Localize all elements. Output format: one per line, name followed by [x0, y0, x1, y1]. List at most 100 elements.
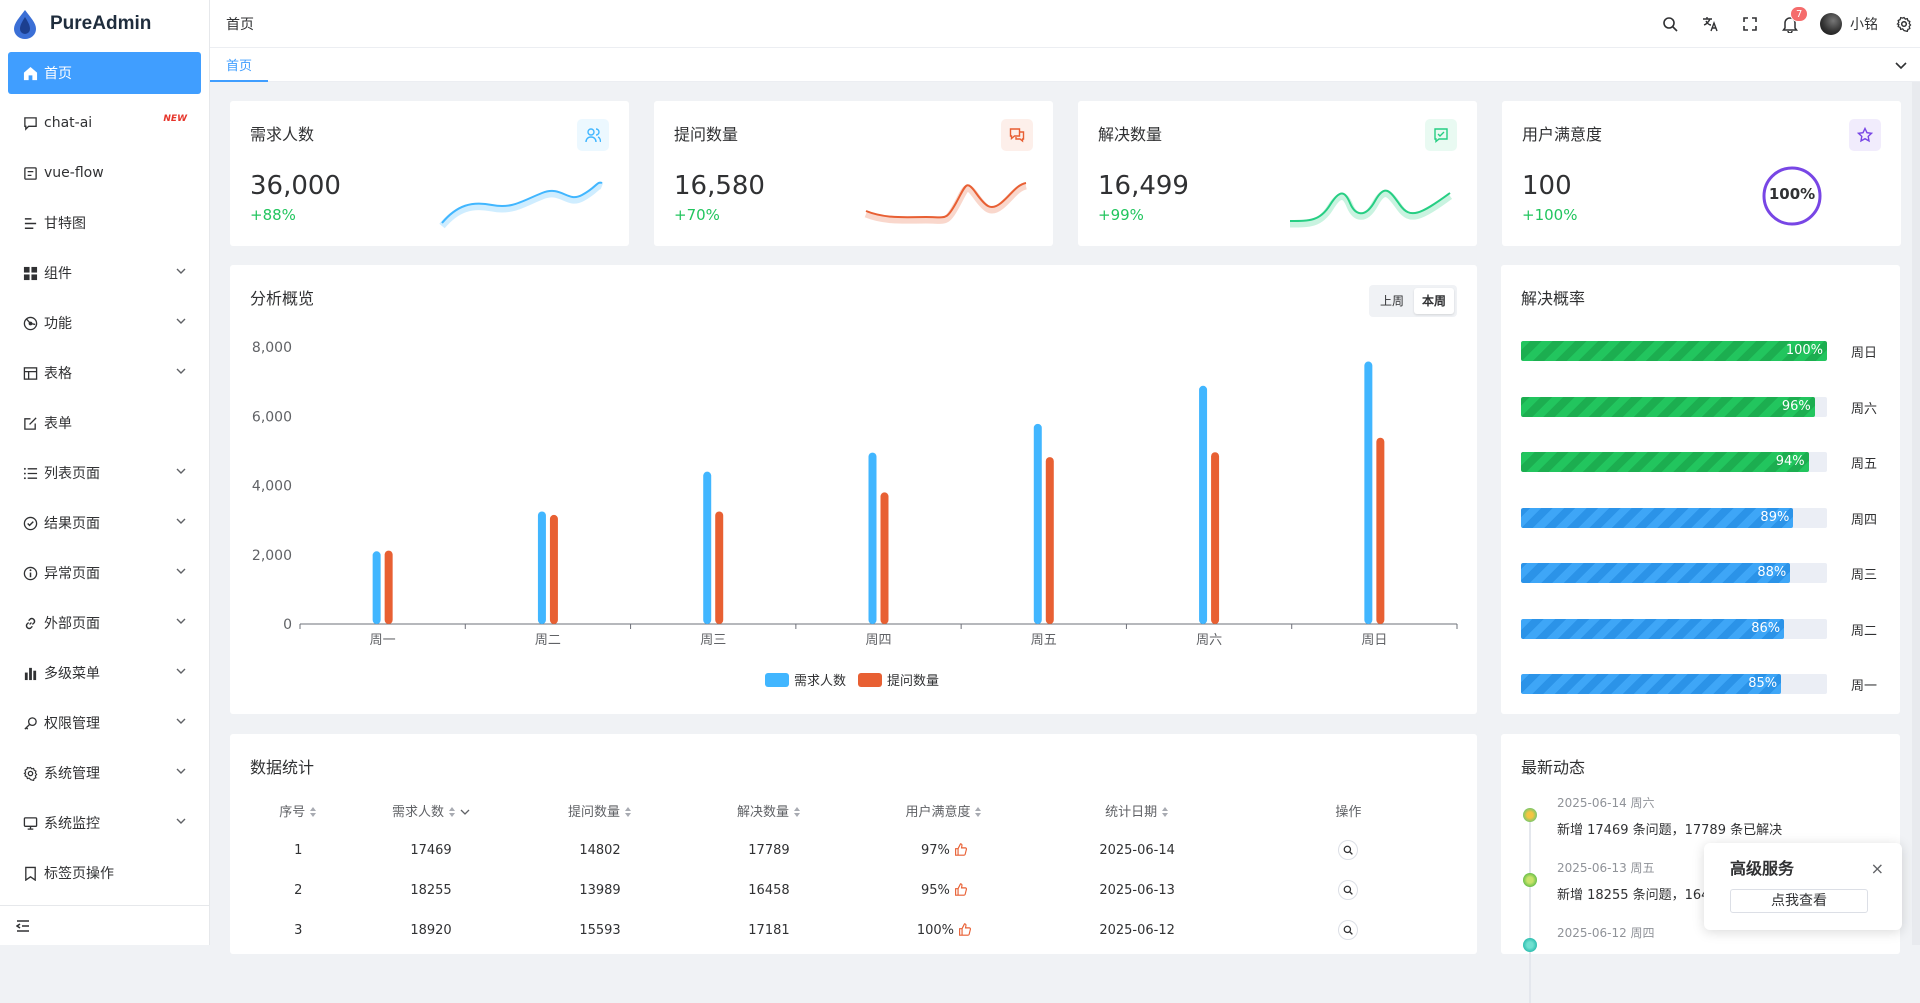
data-stats-card: 数据统计 序号 需求人数 提问数量 解决数量 用户满意度 统计日期 操作 1 17469 148…: [230, 734, 1477, 954]
data-stats-title: 数据统计: [250, 758, 315, 777]
sort-icon[interactable]: [309, 806, 317, 818]
solve-rate-row: 94% 周五: [1521, 452, 1880, 472]
sidebar-item-9[interactable]: 结果页面: [8, 502, 201, 544]
table-icon: [22, 365, 38, 381]
translate-button[interactable]: [1690, 0, 1730, 48]
users-icon: [577, 119, 609, 151]
day-label: 周一: [1851, 679, 1878, 694]
progress-track: 89%: [1521, 507, 1827, 528]
stat-card: 用户满意度 100 +100% 100%: [1502, 101, 1901, 246]
popup-title: 高级服务: [1730, 859, 1795, 878]
satisfaction-ring-label: 100%: [1768, 185, 1816, 203]
bar-questions: [880, 492, 889, 624]
legend-swatch: [765, 673, 789, 687]
logo[interactable]: PureAdmin: [0, 0, 209, 48]
sidebar-item-label: 功能: [44, 316, 72, 332]
popup-view-button[interactable]: 点我查看: [1730, 889, 1868, 913]
sidebar-item-10[interactable]: 异常页面: [8, 552, 201, 594]
sort-icon[interactable]: [624, 806, 632, 818]
sidebar-item-7[interactable]: 表单: [8, 402, 201, 444]
table-row: 2 18255 13989 16458 95% 2025-06-13: [250, 870, 1457, 910]
user-menu[interactable]: 小铭: [1810, 13, 1888, 35]
x-tick-label: 周二: [535, 633, 561, 648]
solve-rate-row: 86% 周二: [1521, 618, 1880, 639]
fullscreen-button[interactable]: [1730, 0, 1770, 48]
sidebar-item-8[interactable]: 列表页面: [8, 452, 201, 494]
sort-icon[interactable]: [448, 806, 456, 818]
search-button[interactable]: [1650, 0, 1690, 48]
chevron-down-icon: [175, 615, 187, 631]
x-tick-label: 周日: [1361, 633, 1387, 648]
sidebar-item-11[interactable]: 外部页面: [8, 602, 201, 644]
table-cell: 18920: [410, 922, 452, 938]
table-header-cell[interactable]: 序号: [250, 790, 347, 830]
sidebar-item-12[interactable]: 多级菜单: [8, 652, 201, 694]
sidebar-item-label: 表单: [44, 416, 72, 432]
view-detail-button[interactable]: [1338, 920, 1359, 940]
progress-fill: 86%: [1521, 618, 1785, 639]
stat-card: 提问数量 16,580 +70%: [654, 101, 1053, 246]
collapse-sidebar-button[interactable]: [0, 905, 209, 945]
sidebar-item-13[interactable]: 权限管理: [8, 702, 201, 744]
y-tick-label: 4,000: [252, 479, 292, 495]
progress-fill: 100%: [1521, 341, 1827, 361]
view-detail-button[interactable]: [1338, 880, 1359, 900]
sidebar-item-2[interactable]: vue-flow: [8, 152, 201, 194]
sidebar-item-5[interactable]: 功能: [8, 302, 201, 344]
sort-icon[interactable]: [1161, 806, 1169, 818]
sidebar-item-14[interactable]: 系统管理: [8, 752, 201, 794]
star-icon: [1849, 119, 1881, 151]
table-cell: 16458: [748, 882, 790, 898]
sidebar-item-label: 系统监控: [44, 816, 100, 832]
tags-more-button[interactable]: [1894, 57, 1908, 76]
bar-questions: [1045, 457, 1054, 624]
table-header-cell[interactable]: 提问数量: [516, 790, 685, 830]
sidebar-item-16[interactable]: 标签页操作: [8, 852, 201, 894]
settings-button[interactable]: [1888, 0, 1920, 48]
sidebar-item-0[interactable]: 首页: [8, 52, 201, 94]
sort-icon[interactable]: [793, 806, 801, 818]
table-header-cell[interactable]: 解决数量: [684, 790, 853, 830]
day-label: 周三: [1851, 568, 1878, 583]
view-detail-button[interactable]: [1338, 840, 1359, 860]
table-cell: 14802: [579, 842, 621, 858]
sidebar-item-label: 首页: [44, 66, 72, 82]
solve-rate-title: 解决概率: [1521, 289, 1586, 308]
bar-questions: [1376, 437, 1385, 624]
header-tools: 7 小铭: [1650, 0, 1920, 48]
progress-fill: 89%: [1521, 507, 1794, 528]
filter-chevron-icon[interactable]: [460, 807, 470, 817]
table-row: 3 18920 15593 17181 100% 2025-06-12: [250, 910, 1457, 950]
toggle-last-week[interactable]: 上周: [1379, 294, 1404, 308]
timeline-line: [1529, 873, 1531, 938]
toggle-this-week[interactable]: 本周: [1413, 288, 1454, 314]
sidebar-item-3[interactable]: 甘特图: [8, 202, 201, 244]
table-header-cell: 操作: [1240, 790, 1457, 830]
tag-home[interactable]: 首页: [210, 48, 269, 82]
sidebar-item-6[interactable]: 表格: [8, 352, 201, 394]
table-cell-actions: [1240, 870, 1457, 910]
y-tick-label: 2,000: [252, 548, 292, 564]
list-icon: [22, 465, 38, 481]
table-cell: 2: [294, 882, 303, 898]
timeline-item: 2025-06-14 周六 新增 17469 条问题，17789 条已解决: [1521, 794, 1880, 873]
close-icon[interactable]: ×: [1870, 859, 1884, 878]
breadcrumb[interactable]: 首页: [226, 16, 254, 33]
thumbs-up-icon: [955, 842, 967, 856]
chevron-down-icon: [175, 715, 187, 731]
notification-button[interactable]: 7: [1770, 0, 1810, 48]
sidebar-item-1[interactable]: chat-ai NEW: [8, 102, 201, 144]
table-header-cell[interactable]: 用户满意度: [853, 790, 1034, 830]
sidebar-item-4[interactable]: 组件: [8, 252, 201, 294]
sidebar-menu: 首页 chat-ai NEW vue-flow 甘特图组件功能表格表单列表页面结果页面异…: [0, 52, 209, 894]
page-scrollbar[interactable]: [1912, 82, 1920, 945]
sidebar-item-label: 列表页面: [44, 466, 100, 482]
column-header-label: 序号: [279, 804, 306, 820]
overview-title: 分析概览: [250, 289, 315, 308]
stat-percent: +70%: [674, 206, 720, 224]
progress-fill: 88%: [1521, 563, 1791, 583]
sort-icon[interactable]: [974, 806, 982, 818]
table-header-cell[interactable]: 统计日期: [1035, 790, 1240, 830]
sidebar-item-15[interactable]: 系统监控: [8, 802, 201, 844]
table-header-cell[interactable]: 需求人数: [347, 790, 516, 830]
